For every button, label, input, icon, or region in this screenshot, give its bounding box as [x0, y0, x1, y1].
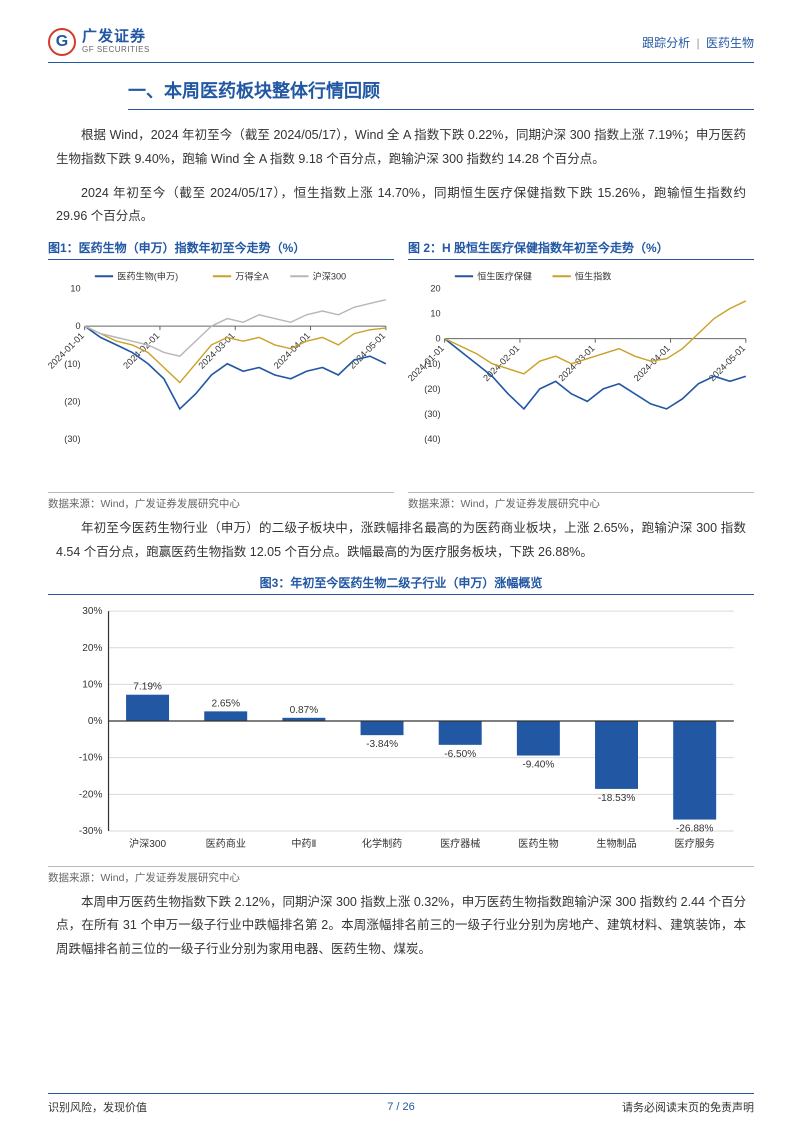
svg-text:2024-02-01: 2024-02-01 — [481, 343, 521, 383]
footer-right: 请务必阅读末页的免责声明 — [622, 1099, 754, 1115]
svg-text:生物制品: 生物制品 — [596, 837, 636, 850]
svg-text:(20): (20) — [424, 384, 440, 394]
svg-text:20: 20 — [430, 283, 440, 293]
header-category-b: 医药生物 — [706, 36, 754, 50]
logo-en: GF SECURITIES — [82, 46, 150, 55]
paragraph-4: 本周申万医药生物指数下跌 2.12%，同期沪深 300 指数上涨 0.32%，申… — [56, 891, 746, 962]
svg-text:7.19%: 7.19% — [133, 682, 162, 693]
svg-text:医药生物(申万): 医药生物(申万) — [117, 270, 178, 281]
svg-text:20%: 20% — [82, 643, 102, 654]
svg-text:2024-03-01: 2024-03-01 — [557, 343, 597, 383]
svg-text:0.87%: 0.87% — [290, 705, 319, 716]
svg-text:-18.53%: -18.53% — [598, 793, 636, 804]
brand-logo: G 广发证券 GF SECURITIES — [48, 28, 150, 56]
footer-page-number: 7 / 26 — [387, 1101, 415, 1113]
page-total: 26 — [403, 1101, 415, 1113]
logo-cn: 广发证券 — [82, 29, 150, 46]
svg-text:-3.84%: -3.84% — [366, 740, 398, 751]
page-header: G 广发证券 GF SECURITIES 跟踪分析 | 医药生物 — [48, 28, 754, 63]
svg-text:-26.88%: -26.88% — [676, 824, 714, 835]
paragraph-3: 年初至今医药生物行业（申万）的二级子板块中，涨跌幅排名最高的为医药商业板块，上涨… — [56, 517, 746, 565]
figure-2: 图 2：H 股恒生医疗保健指数年初至今走势（%） 恒生医疗保健 恒生指数 (40) (… — [408, 239, 754, 511]
figure-3: 图3：年初至今医药生物二级子行业（申万）涨幅概览 -30% -20% -10% 0% 1… — [48, 574, 754, 884]
svg-text:-10%: -10% — [79, 753, 103, 764]
svg-text:-30%: -30% — [79, 826, 103, 837]
svg-text:恒生指数: 恒生指数 — [575, 270, 612, 281]
figure-1: 图1：医药生物（申万）指数年初至今走势（%） 医药生物(申万) 万得全A 沪深300… — [48, 239, 394, 511]
svg-text:2024-04-01: 2024-04-01 — [272, 331, 312, 371]
svg-text:(40): (40) — [424, 434, 440, 444]
svg-text:恒生医疗保健: 恒生医疗保健 — [477, 270, 532, 281]
svg-text:医疗服务: 医疗服务 — [675, 837, 715, 850]
svg-text:10%: 10% — [82, 680, 102, 691]
svg-text:化学制药: 化学制药 — [362, 837, 402, 850]
svg-text:2024-05-01: 2024-05-01 — [347, 331, 387, 371]
figure-2-chart: 恒生医疗保健恒生指数(40)(30)(20)(10)010202024-01-0… — [408, 264, 754, 491]
footer-left: 识别风险，发现价值 — [48, 1099, 147, 1115]
svg-text:(10): (10) — [64, 359, 80, 369]
svg-text:-9.40%: -9.40% — [522, 760, 554, 771]
figure-2-source: 数据来源：Wind，广发证券发展研究中心 — [408, 492, 754, 511]
svg-text:-20%: -20% — [79, 790, 103, 801]
figure-3-source: 数据来源：Wind，广发证券发展研究中心 — [48, 866, 754, 885]
figure-1-title: 图1：医药生物（申万）指数年初至今走势（%） — [48, 239, 394, 260]
figures-row: 图1：医药生物（申万）指数年初至今走势（%） 医药生物(申万) 万得全A 沪深300… — [48, 239, 754, 511]
svg-text:0%: 0% — [88, 716, 103, 727]
svg-text:(30): (30) — [424, 409, 440, 419]
svg-text:万得全A: 万得全A — [235, 270, 269, 281]
paragraph-2: 2024 年初至今（截至 2024/05/17），恒生指数上涨 14.70%，同… — [56, 182, 746, 230]
figure-1-chart: 医药生物(申万)万得全A沪深300(30)(20)(10)0102024-01-… — [48, 264, 394, 491]
header-category-a: 跟踪分析 — [642, 36, 690, 50]
svg-text:30%: 30% — [82, 607, 102, 618]
logo-mark-icon: G — [48, 28, 76, 56]
separator-icon: | — [697, 36, 700, 50]
svg-text:医药生物: 医药生物 — [518, 837, 558, 850]
svg-text:(30): (30) — [64, 434, 80, 444]
svg-text:-6.50%: -6.50% — [444, 749, 476, 760]
svg-text:医药商业: 医药商业 — [206, 837, 246, 850]
figure-1-source: 数据来源：Wind，广发证券发展研究中心 — [48, 492, 394, 511]
svg-text:10: 10 — [70, 283, 80, 293]
svg-text:医疗器械: 医疗器械 — [440, 837, 480, 850]
page-current: 7 — [387, 1101, 393, 1113]
header-right: 跟踪分析 | 医药生物 — [642, 34, 754, 51]
svg-text:(20): (20) — [64, 396, 80, 406]
svg-text:0: 0 — [435, 334, 440, 344]
figure-3-chart: -30% -20% -10% 0% 10% 20% 30% 7.19% 沪深300 2.65% 医药… — [48, 599, 754, 861]
paragraph-1: 根据 Wind，2024 年初至今（截至 2024/05/17），Wind 全 … — [56, 124, 746, 172]
svg-text:0: 0 — [75, 321, 80, 331]
figure-3-title: 图3：年初至今医药生物二级子行业（申万）涨幅概览 — [48, 574, 754, 595]
svg-text:10: 10 — [430, 309, 440, 319]
svg-text:2024-04-01: 2024-04-01 — [632, 343, 672, 383]
report-page: G 广发证券 GF SECURITIES 跟踪分析 | 医药生物 一、本周医药板… — [0, 0, 802, 1133]
svg-text:中药Ⅱ: 中药Ⅱ — [291, 837, 316, 850]
logo-text: 广发证券 GF SECURITIES — [82, 29, 150, 54]
section-title: 一、本周医药板块整体行情回顾 — [128, 77, 754, 110]
svg-text:沪深300: 沪深300 — [129, 837, 166, 850]
svg-text:沪深300: 沪深300 — [313, 270, 347, 281]
svg-text:2.65%: 2.65% — [211, 699, 240, 710]
page-footer: 识别风险，发现价值 7 / 26 请务必阅读末页的免责声明 — [48, 1093, 754, 1115]
figure-2-title: 图 2：H 股恒生医疗保健指数年初至今走势（%） — [408, 239, 754, 260]
